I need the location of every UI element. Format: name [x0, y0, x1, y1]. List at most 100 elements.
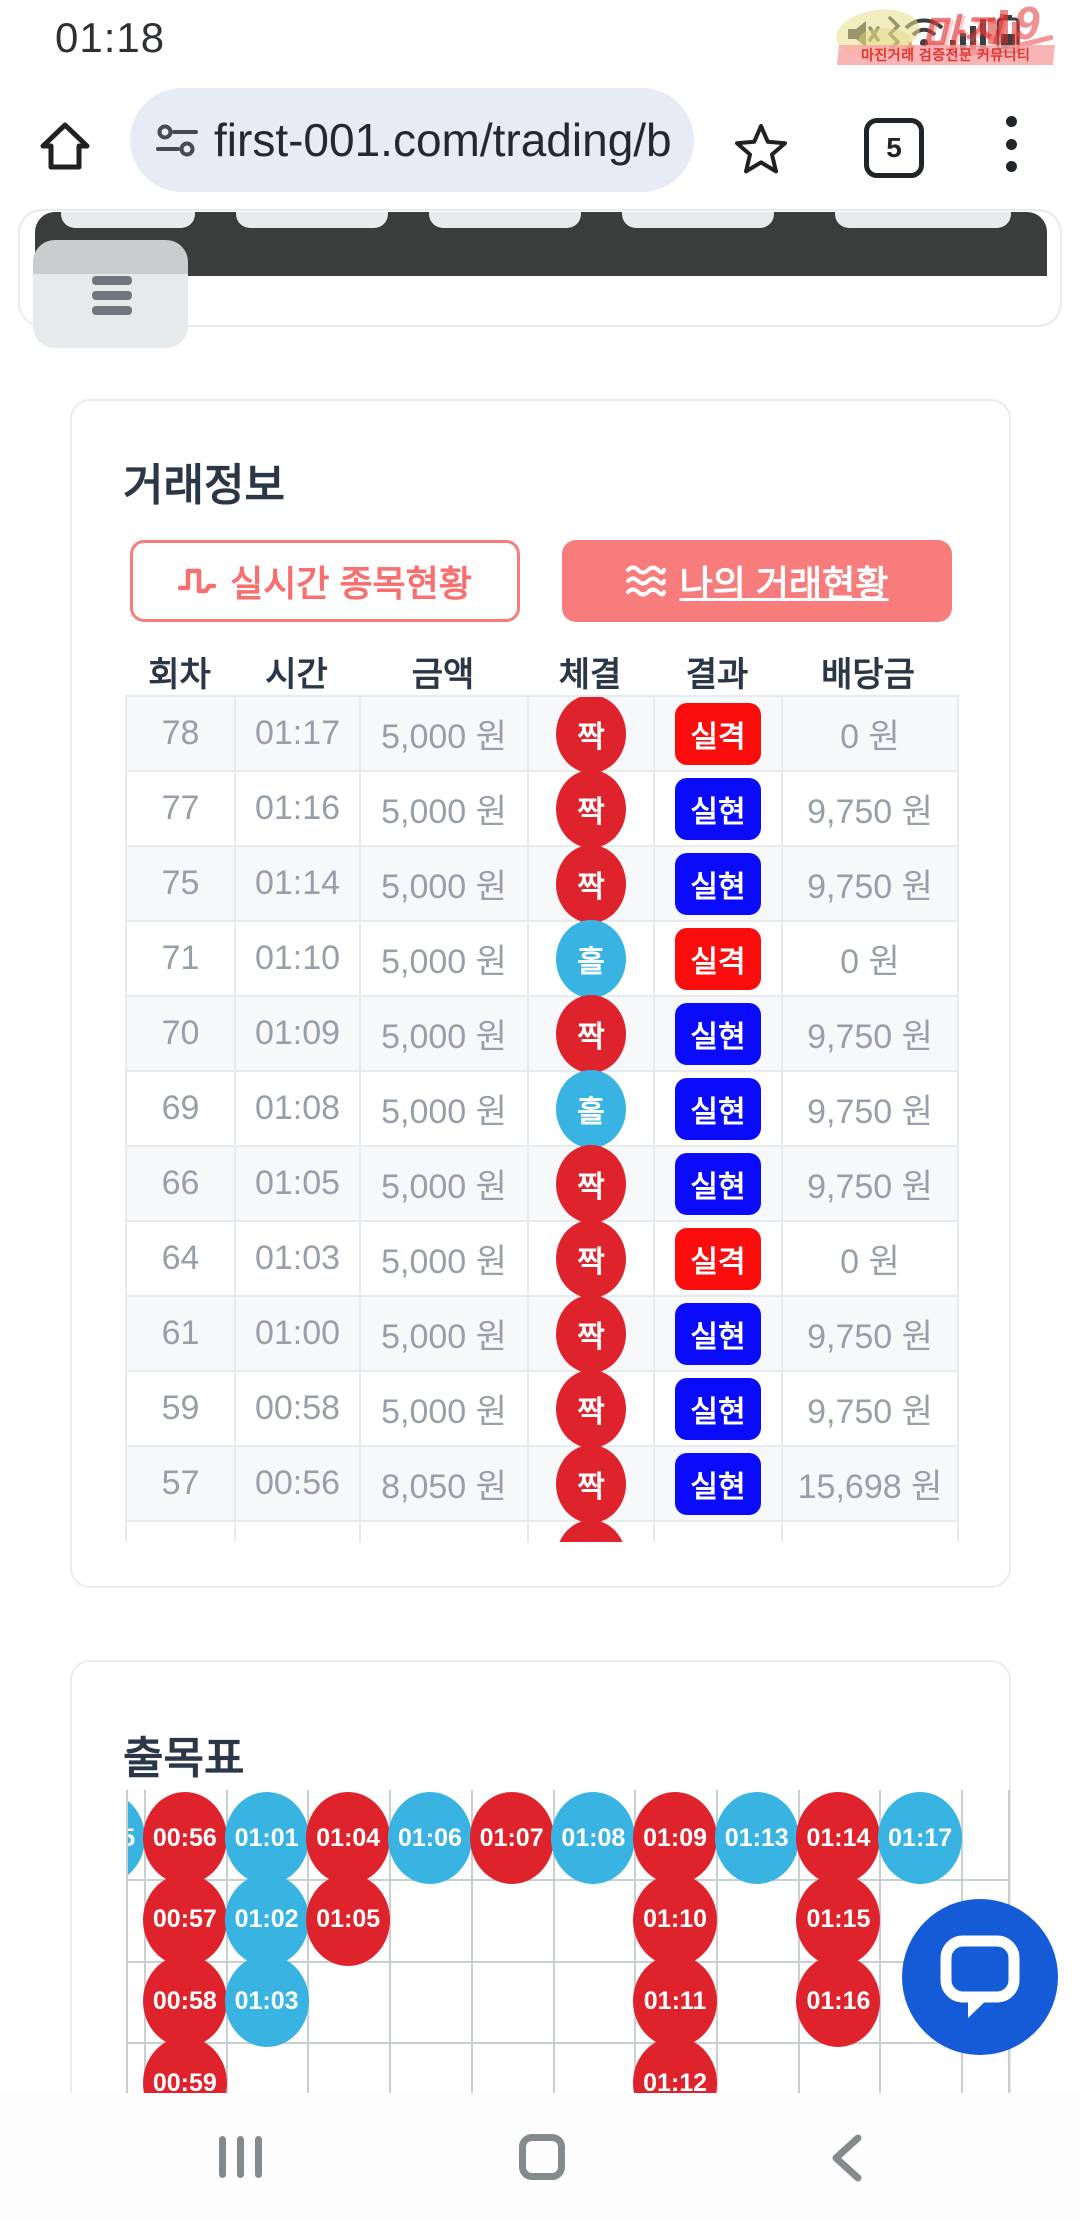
- table-cell: 5,000 원: [361, 1372, 529, 1445]
- nav-tab-remnant[interactable]: [622, 212, 774, 228]
- table-row: 69 01:08 5,000 원 홀 실현 9,750 원: [127, 1069, 957, 1148]
- live-stocks-button[interactable]: 실시간 종목현황: [130, 540, 520, 622]
- chart-circle: 01:12: [633, 2037, 718, 2093]
- hamburger-menu-button[interactable]: [33, 240, 188, 348]
- table-row: 59 00:58 5,000 원 짝 실현 9,750 원: [127, 1369, 957, 1448]
- tab-switcher[interactable]: 5: [864, 118, 924, 178]
- chart-circle: 01:11: [633, 1955, 718, 2048]
- table-row: 70 01:09 5,000 원 짝 실현 9,750 원: [127, 994, 957, 1073]
- chart-circle: 01:08: [551, 1792, 636, 1884]
- table-cell: 57: [127, 1447, 236, 1520]
- nav-tab-remnant[interactable]: [835, 212, 1011, 228]
- table-cell: 61: [127, 1297, 236, 1370]
- pick-cell: 짝: [529, 1294, 655, 1373]
- browser-menu-icon[interactable]: [1006, 116, 1018, 172]
- nav-tab-remnant[interactable]: [236, 212, 388, 228]
- result-badge: 실현: [675, 777, 761, 840]
- home-icon[interactable]: [38, 120, 92, 172]
- table-row: 71 01:10 5,000 원 홀 실격 0 원: [127, 919, 957, 998]
- table-cell: 5,000 원: [361, 997, 529, 1070]
- chart-circle: 00:57: [142, 1873, 227, 1966]
- pick-circle: 홀: [556, 919, 626, 998]
- result-cell: 실현: [655, 1147, 783, 1220]
- bookmark-star-icon[interactable]: [733, 122, 789, 176]
- chart-circle: 01:06: [387, 1792, 472, 1884]
- table-cell: 00:58: [236, 1372, 361, 1445]
- column-header: 배당금: [821, 656, 915, 694]
- table-cell: 69: [127, 1072, 236, 1145]
- hamburger-icon: [92, 276, 132, 285]
- nav-tab-remnant[interactable]: [429, 212, 581, 228]
- result-cell: 실현: [655, 847, 783, 920]
- table-cell: 9,750 원: [807, 1393, 933, 1431]
- table-cell: 5,000 원: [361, 847, 529, 920]
- chart-circle: 01:10: [633, 1873, 718, 1966]
- grid-line: [307, 1790, 310, 2093]
- table-cell: 59: [127, 1372, 236, 1445]
- pick-cell: 홀: [529, 919, 655, 998]
- result-badge: 실격: [675, 927, 761, 990]
- chat-fab-button[interactable]: [902, 1899, 1058, 2055]
- trade-info-card: 거래정보 실시간 종목현황 나의 거래현황 회차 시간 금액 체결 결과 배당금 78 01…: [70, 399, 1011, 1588]
- pick-cell: 짝: [529, 1219, 655, 1298]
- android-navbar: [0, 2093, 1080, 2220]
- my-trades-button[interactable]: 나의 거래현황: [562, 540, 952, 622]
- grid-line: [879, 1790, 882, 2093]
- table-row: 75 01:14 5,000 원 짝 실현 9,750 원: [127, 844, 957, 923]
- table-cell: 01:08: [236, 1072, 361, 1145]
- table-cell: 01:17: [236, 697, 361, 770]
- chart-circle: 01:03: [224, 1955, 309, 2048]
- table-cell: [127, 1522, 236, 1542]
- column-header: 체결: [558, 656, 622, 694]
- pick-circle: 짝: [556, 769, 626, 848]
- trade-card-title: 거래정보: [123, 461, 285, 510]
- result-chart-grid: 00:5500:5600:5700:5800:5901:0101:0201:03…: [126, 1790, 1010, 2093]
- table-cell: 0 원: [840, 718, 900, 756]
- table-cell: 71: [127, 922, 236, 995]
- table-cell: 15,698 원: [797, 1468, 943, 1506]
- url-bar[interactable]: first-001.com/trading/b: [130, 88, 694, 192]
- recents-icon[interactable]: [219, 2136, 262, 2178]
- table-row: 57 00:56 8,050 원 짝 실현 15,698 원: [127, 1444, 957, 1523]
- grid-line: [389, 1790, 392, 2093]
- result-cell: 실격: [655, 1222, 783, 1295]
- table-cell: 01:05: [236, 1147, 361, 1220]
- back-icon[interactable]: [827, 2133, 865, 2183]
- pick-circle: 짝: [556, 1144, 626, 1223]
- chart-circle: 00:56: [142, 1792, 227, 1884]
- table-cell: 01:00: [236, 1297, 361, 1370]
- table-cell: 75: [127, 847, 236, 920]
- table-cell: 9,750 원: [807, 793, 933, 831]
- table-cell: 64: [127, 1222, 236, 1295]
- table-cell: 5,000 원: [361, 1297, 529, 1370]
- table-row: 61 01:00 5,000 원 짝 실현 9,750 원: [127, 1294, 957, 1373]
- pick-circle: 짝: [556, 1219, 626, 1298]
- table-cell: 5,000 원: [361, 1147, 529, 1220]
- trade-table-body: 78 01:17 5,000 원 짝 실격 0 원 77 01:16 5,000 원 짝 실현 9,7…: [125, 695, 959, 1542]
- hamburger-icon: [92, 291, 132, 300]
- table-cell: 01:03: [236, 1222, 361, 1295]
- table-row: 66 01:05 5,000 원 짝 실현 9,750 원: [127, 1144, 957, 1223]
- table-cell: 78: [127, 697, 236, 770]
- tune-icon: [156, 124, 198, 157]
- result-cell: 실현: [655, 1297, 783, 1370]
- site-nav-band: [35, 212, 1047, 276]
- chart-circle: 01:17: [878, 1792, 963, 1884]
- nav-tab-remnant[interactable]: [61, 212, 195, 228]
- column-header: 금액: [411, 656, 475, 694]
- live-stocks-label: 실시간 종목현황: [230, 563, 472, 604]
- page-header-card: [18, 209, 1062, 327]
- grid-line: [470, 1790, 473, 2093]
- table-cell: 8,050 원: [361, 1447, 529, 1520]
- result-cell: 실현: [655, 997, 783, 1070]
- chart-circle: 01:01: [224, 1792, 309, 1884]
- chart-circle: 01:04: [306, 1792, 391, 1884]
- grid-line: [715, 1790, 718, 2093]
- pick-circle: 짝: [556, 1444, 626, 1523]
- nav-home-icon[interactable]: [519, 2134, 565, 2180]
- chart-circle: 01:15: [796, 1873, 881, 1966]
- table-cell: 77: [127, 772, 236, 845]
- result-badge: 실격: [675, 702, 761, 765]
- result-badge: 실현: [675, 1302, 761, 1365]
- column-header: 결과: [685, 656, 749, 694]
